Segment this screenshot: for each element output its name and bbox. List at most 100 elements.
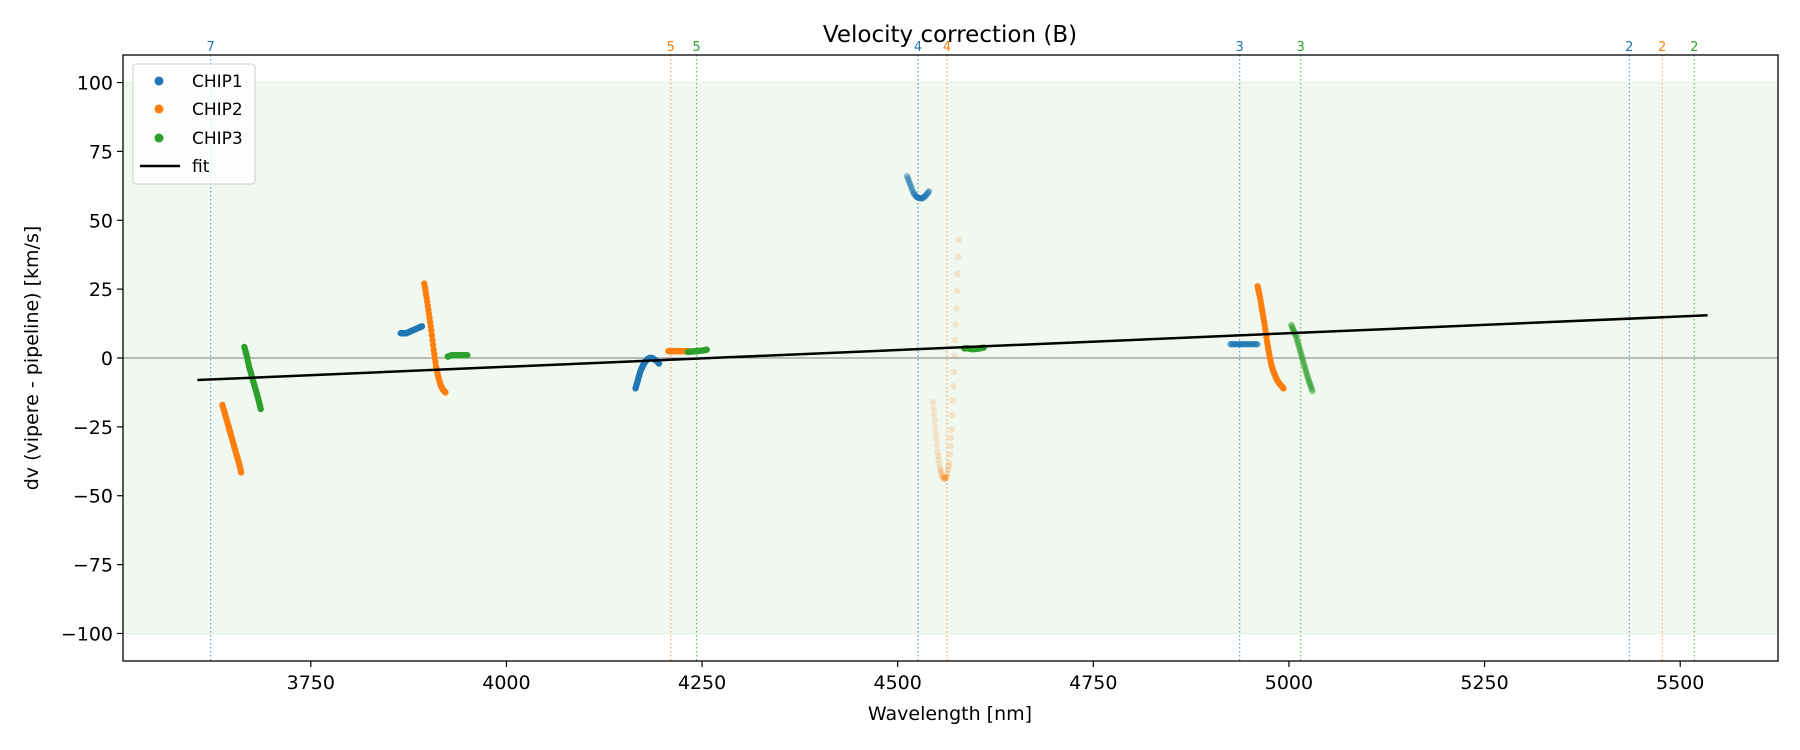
order-label-7: 2 xyxy=(1625,40,1633,55)
point-chip3-4-4-2 xyxy=(1298,353,1306,360)
point-chip1-3-4 xyxy=(1242,341,1250,348)
point-chip3-4-2-3 xyxy=(1294,338,1301,346)
point-chip3-4-6 xyxy=(1302,365,1309,373)
point-chip2-1-3-1 xyxy=(428,332,436,339)
y-tick-label-2: 50 xyxy=(89,210,113,232)
point-chip1-2-2 xyxy=(910,189,917,196)
point-chip1-3-5-1 xyxy=(1247,341,1254,348)
legend-label-chip2: CHIP2 xyxy=(192,100,243,120)
point-chip3-4-4-1 xyxy=(1298,351,1305,358)
point-chip2-3-9-3 xyxy=(952,321,959,328)
point-chip1-3-0-3 xyxy=(1229,341,1237,348)
point-chip3-4-0-2 xyxy=(1289,324,1296,331)
point-chip2-0-8 xyxy=(237,469,245,476)
order-label-5: 3 xyxy=(1235,40,1243,55)
point-chip1-3-6 xyxy=(1250,341,1257,348)
point-chip1-3-0-2 xyxy=(1229,341,1236,348)
point-chip1-3-2-2 xyxy=(1236,341,1244,348)
point-chip2-1-3 xyxy=(428,327,435,334)
legend-label-chip1: CHIP1 xyxy=(192,72,243,92)
x-tick-label-3: 4500 xyxy=(874,672,922,694)
point-chip2-3-7-2 xyxy=(947,442,954,450)
point-chip3-4-3-1 xyxy=(1295,343,1303,350)
point-chip2-3-5-3 xyxy=(943,473,950,481)
point-chip3-4-8-1 xyxy=(1307,382,1314,390)
point-chip3-4-7-1 xyxy=(1305,375,1312,383)
point-chip3-4-2 xyxy=(1292,332,1300,340)
point-chip1-2-1-3 xyxy=(909,187,916,194)
point-chip2-3-3 xyxy=(936,464,944,472)
order-label-1: 5 xyxy=(667,40,675,55)
point-chip2-3-6-2 xyxy=(944,466,952,473)
point-chip1-2-1-1 xyxy=(907,183,915,190)
point-chip2-3-7 xyxy=(946,459,953,466)
point-chip3-4-6-2 xyxy=(1303,369,1310,377)
point-chip3-4-7 xyxy=(1304,374,1311,381)
point-chip1-3-0-1 xyxy=(1228,341,1235,348)
point-chip3-2-4 xyxy=(703,346,710,353)
point-chip1-3-2 xyxy=(1234,341,1242,348)
point-chip2-3-4-3 xyxy=(940,475,948,482)
point-chip1-2-2-1 xyxy=(910,190,918,197)
point-chip2-1-3-3 xyxy=(429,341,437,349)
point-chip2-3-8-1 xyxy=(949,411,956,419)
x-tick-label-6: 5250 xyxy=(1460,672,1508,694)
point-chip1-3-4-3 xyxy=(1245,341,1253,348)
point-chip1-2-2-3 xyxy=(912,192,919,200)
x-tick-label-5: 5000 xyxy=(1265,672,1313,694)
point-chip2-3-0 xyxy=(929,398,937,406)
point-chip2-3-11 xyxy=(955,236,962,243)
point-chip2-3-10 xyxy=(953,305,960,312)
point-chip1-2-1 xyxy=(907,181,914,188)
y-tick-label-8: −100 xyxy=(61,623,113,645)
x-tick-label-7: 5500 xyxy=(1656,672,1704,694)
point-chip1-2-1-2 xyxy=(908,185,915,192)
point-chip2-3-2-3 xyxy=(936,460,943,468)
point-chip2-3-1-1 xyxy=(932,429,940,437)
point-chip2-3-8-2 xyxy=(949,397,957,404)
point-chip2-3-10-3 xyxy=(954,253,962,260)
point-chip1-2-0-2 xyxy=(905,177,912,184)
point-chip2-3-1 xyxy=(932,423,939,431)
point-chip3-4-8-3 xyxy=(1308,386,1316,393)
order-label-2: 5 xyxy=(692,40,700,55)
point-chip2-3-4-1 xyxy=(939,473,947,481)
point-chip1-3-6-1 xyxy=(1251,341,1258,348)
point-chip2-3-8-3 xyxy=(950,383,957,390)
point-chip3-4-6-1 xyxy=(1302,367,1310,375)
point-chip2-3-0-1 xyxy=(930,405,937,412)
point-chip1-2-0 xyxy=(903,173,911,180)
point-chip3-4-2-1 xyxy=(1293,334,1300,342)
x-tick-label-1: 4000 xyxy=(482,672,530,694)
point-chip1-2-5 xyxy=(919,195,926,202)
point-chip1-3-3-1 xyxy=(1239,341,1247,348)
point-chip2-3-6 xyxy=(943,473,951,480)
point-chip3-4-5 xyxy=(1299,357,1307,364)
y-tick-label-4: 0 xyxy=(101,348,113,370)
point-chip1-3-2-1 xyxy=(1235,341,1243,348)
point-chip1-2-6 xyxy=(922,192,930,199)
point-chip3-4-4 xyxy=(1297,349,1304,356)
point-chip2-3-0-2 xyxy=(930,411,938,418)
point-chip3-4-9 xyxy=(1309,387,1316,395)
x-tick-label-2: 4250 xyxy=(678,672,726,694)
chart-title: Velocity correction (B) xyxy=(823,22,1077,48)
point-chip1-3-3-3 xyxy=(1241,341,1249,348)
point-chip1-2-0-1 xyxy=(904,175,912,182)
point-chip2-3-9-2 xyxy=(951,336,959,344)
point-chip2-3-9-1 xyxy=(951,352,958,360)
point-chip1-2-5-2 xyxy=(921,193,928,201)
y-tick-label-6: −50 xyxy=(73,486,113,508)
point-chip1-2-3-3 xyxy=(915,194,923,202)
point-chip3-4-6-3 xyxy=(1303,372,1311,379)
point-chip3-4-7-3 xyxy=(1306,379,1313,386)
legend-box xyxy=(132,63,256,185)
point-chip1-3-5-2 xyxy=(1248,341,1255,348)
order-label-0: 7 xyxy=(207,40,215,55)
point-chip2-3-2-1 xyxy=(934,452,942,459)
point-chip2-3-5-2 xyxy=(942,474,950,482)
x-axis-label: Wavelength [nm] xyxy=(868,703,1032,725)
order-label-3: 4 xyxy=(914,40,922,55)
point-chip2-3-3-2 xyxy=(937,469,945,476)
point-chip1-2-2-2 xyxy=(911,191,919,198)
